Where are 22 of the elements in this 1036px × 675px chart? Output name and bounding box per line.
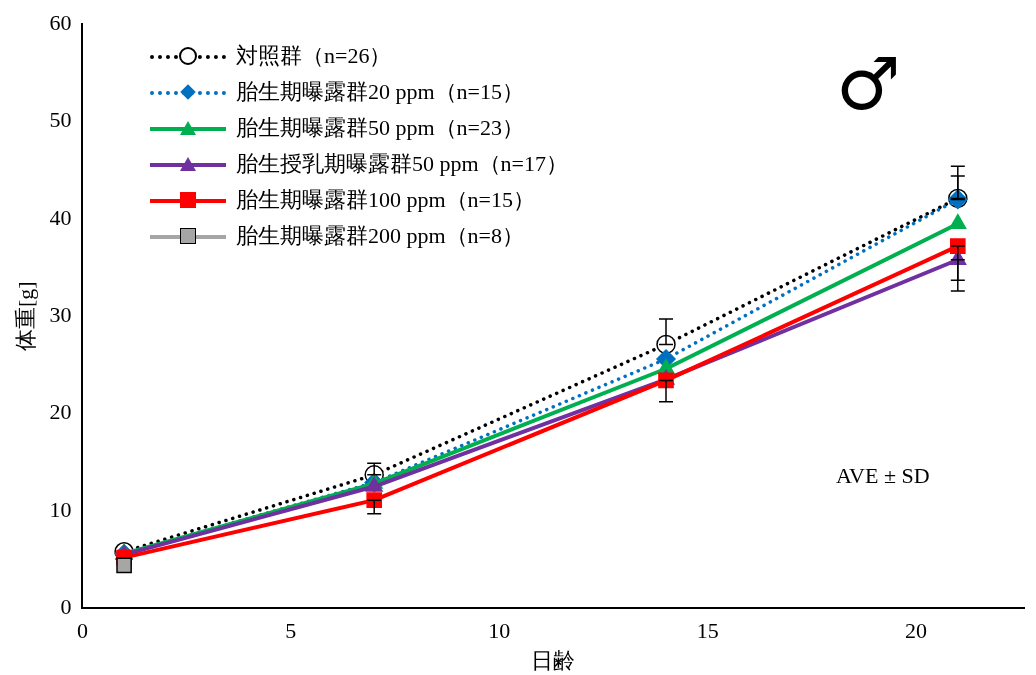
legend-label: 胎生期曝露群50 ppm（n=23）: [236, 114, 525, 142]
x-tick-label: 15: [696, 618, 719, 644]
x-tick-label: 20: [905, 618, 928, 644]
x-tick-label: 0: [76, 618, 88, 644]
legend-label: 胎生期曝露群200 ppm（n=8）: [236, 222, 525, 250]
y-tick-label: 50: [49, 107, 72, 133]
y-tick-label: 20: [49, 399, 72, 425]
y-axis-title: 体重[g]: [12, 281, 38, 352]
legend-label: 胎生授乳期曝露群50 ppm（n=17）: [236, 150, 569, 178]
x-axis-title: 日齢: [531, 647, 576, 673]
y-tick-label: 0: [60, 593, 72, 619]
y-tick-label: 60: [49, 9, 72, 35]
y-tick-label: 10: [49, 496, 72, 522]
x-tick-label: 5: [285, 618, 297, 644]
y-tick-label: 40: [49, 204, 72, 230]
y-tick-label: 30: [49, 301, 72, 327]
legend-label: 胎生期曝露群100 ppm（n=15）: [236, 186, 536, 214]
annotation: AVE ± SD: [836, 463, 930, 489]
legend-label: 対照群（n=26）: [236, 42, 392, 70]
legend-label: 胎生期曝露群20 ppm（n=15）: [236, 78, 525, 106]
annotation: ♂: [836, 42, 901, 126]
x-tick-label: 10: [488, 618, 511, 644]
